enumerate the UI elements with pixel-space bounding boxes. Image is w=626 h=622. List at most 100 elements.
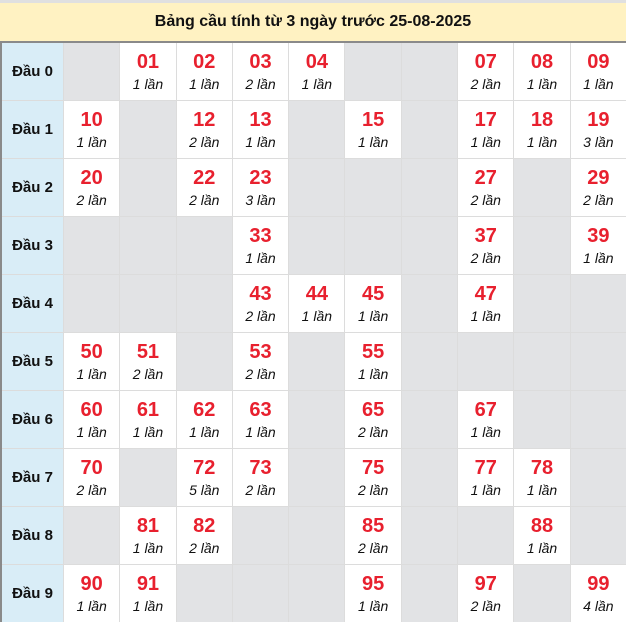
empty-cell [120, 217, 176, 274]
number-cell: 20 2 lần [64, 159, 120, 216]
empty-cell [458, 507, 514, 564]
occurrence-count: 2 lần [357, 539, 389, 556]
occurrence-count: 1 lần [132, 597, 164, 614]
row-label: Đầu 9 [2, 565, 63, 622]
row-label: Đầu 1 [2, 101, 63, 158]
number-cell: 70 2 lần [64, 449, 120, 506]
row-label: Đầu 8 [2, 507, 63, 564]
occurrence-count: 1 lần [132, 539, 164, 556]
empty-cell [120, 449, 176, 506]
empty-cell [570, 333, 626, 390]
empty-cell [176, 333, 232, 390]
lottery-number: 61 [136, 398, 160, 421]
lottery-number: 45 [362, 282, 385, 305]
number-cell: 85 2 lần [345, 507, 401, 564]
occurrence-count: 1 lần [76, 423, 107, 440]
occurrence-count: 1 lần [357, 307, 389, 324]
lottery-number: 78 [530, 456, 554, 479]
empty-cell [458, 333, 514, 390]
number-cell: 53 2 lần [232, 333, 289, 390]
lottery-number: 03 [249, 50, 272, 73]
lottery-number: 63 [249, 398, 272, 421]
occurrence-count: 1 lần [132, 75, 164, 92]
number-cell: 23 3 lần [232, 159, 289, 216]
occurrence-count: 2 lần [357, 481, 389, 498]
empty-cell [289, 101, 345, 158]
lottery-number: 01 [136, 50, 160, 73]
lottery-number: 90 [80, 572, 103, 595]
empty-cell [514, 217, 570, 274]
number-cell: 08 1 lần [514, 43, 570, 100]
row-label: Đầu 6 [2, 391, 63, 448]
occurrence-count: 1 lần [470, 423, 501, 440]
lottery-number: 62 [193, 398, 216, 421]
occurrence-count: 2 lần [583, 191, 614, 208]
lottery-number: 51 [136, 340, 160, 363]
occurrence-count: 1 lần [76, 597, 107, 614]
number-cell: 44 1 lần [289, 275, 345, 332]
number-cell: 77 1 lần [458, 449, 514, 506]
number-cell: 91 1 lần [120, 565, 176, 622]
occurrence-count: 1 lần [76, 133, 107, 150]
empty-cell [570, 449, 626, 506]
lottery-number: 88 [530, 514, 554, 537]
occurrence-count: 1 lần [189, 75, 220, 92]
empty-cell [289, 507, 345, 564]
number-cell: 73 2 lần [232, 449, 289, 506]
occurrence-count: 2 lần [245, 481, 276, 498]
number-cell: 95 1 lần [345, 565, 401, 622]
number-cell: 63 1 lần [232, 391, 289, 448]
number-cell: 27 2 lần [458, 159, 514, 216]
number-cell: 97 2 lần [458, 565, 514, 622]
occurrence-count: 2 lần [245, 365, 276, 382]
number-cell: 02 1 lần [176, 43, 232, 100]
number-cell: 88 1 lần [514, 507, 570, 564]
table-title: Bảng cầu tính từ 3 ngày trước 25-08-2025 [0, 3, 626, 41]
empty-cell [401, 565, 458, 622]
lottery-number: 12 [193, 108, 216, 131]
empty-cell [401, 391, 458, 448]
occurrence-count: 2 lần [470, 597, 501, 614]
number-cell: 12 2 lần [176, 101, 232, 158]
number-cell: 61 1 lần [120, 391, 176, 448]
empty-cell [64, 507, 120, 564]
lottery-number: 43 [249, 282, 272, 305]
empty-cell [64, 275, 120, 332]
number-cell: 81 1 lần [120, 507, 176, 564]
empty-cell [176, 565, 232, 622]
lottery-number: 09 [587, 50, 610, 73]
empty-cell [401, 43, 458, 100]
empty-cell [345, 159, 401, 216]
number-cell: 99 4 lần [570, 565, 626, 622]
empty-cell [514, 159, 570, 216]
empty-cell [120, 275, 176, 332]
number-cell: 13 1 lần [232, 101, 289, 158]
lottery-number: 53 [249, 340, 272, 363]
number-cell: 45 1 lần [345, 275, 401, 332]
lottery-number: 23 [249, 166, 272, 189]
row-label: Đầu 4 [2, 275, 63, 332]
lottery-number: 20 [80, 166, 103, 189]
number-cell: 10 1 lần [64, 101, 120, 158]
lottery-number: 82 [193, 514, 216, 537]
lottery-number: 04 [305, 50, 328, 73]
lottery-number: 70 [80, 456, 103, 479]
lottery-number: 15 [362, 108, 385, 131]
lottery-number: 19 [587, 108, 610, 131]
occurrence-count: 1 lần [470, 133, 501, 150]
empty-cell [401, 275, 458, 332]
number-cell: 90 1 lần [64, 565, 120, 622]
lottery-number: 97 [474, 572, 497, 595]
occurrence-count: 2 lần [470, 191, 501, 208]
lottery-number: 95 [362, 572, 385, 595]
lottery-number: 77 [474, 456, 497, 479]
empty-cell [570, 507, 626, 564]
empty-cell [176, 275, 232, 332]
occurrence-count: 1 lần [301, 75, 333, 92]
lottery-number: 50 [80, 340, 103, 363]
number-cell: 47 1 lần [458, 275, 514, 332]
occurrence-count: 1 lần [470, 307, 501, 324]
empty-cell [120, 159, 176, 216]
number-cell: 50 1 lần [64, 333, 120, 390]
occurrence-count: 1 lần [357, 365, 389, 382]
